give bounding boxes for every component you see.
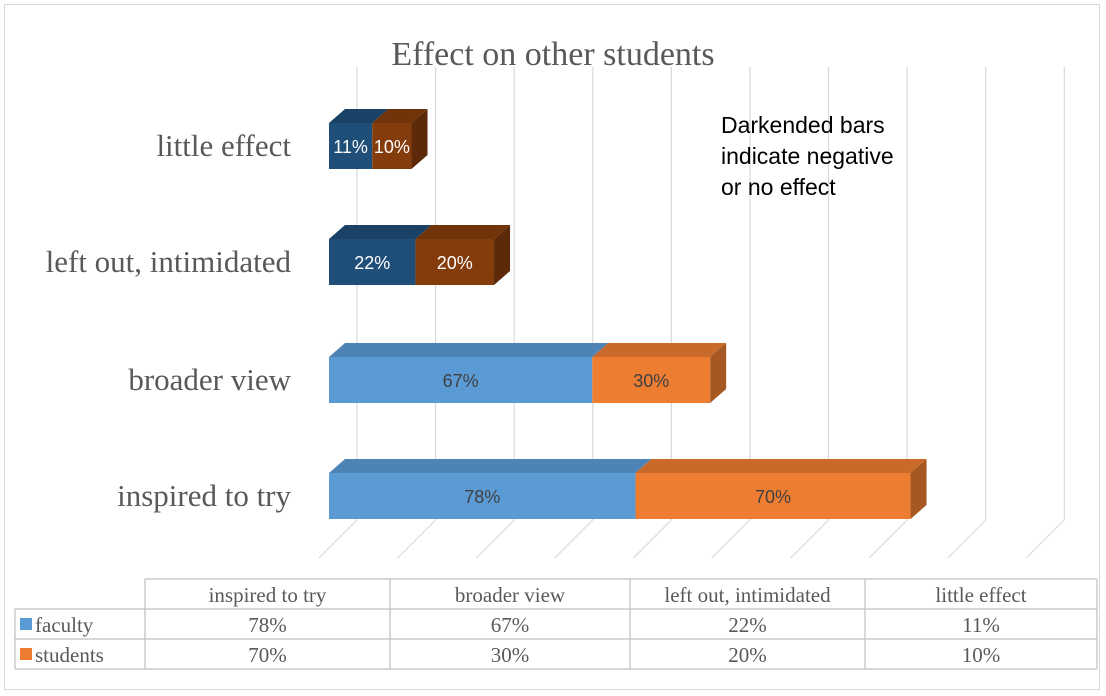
- table-header-left-out-intimidated: left out, intimidated: [664, 583, 831, 607]
- table-cell-faculty-left-out-intimidated: 22%: [728, 613, 767, 637]
- floor-gridline: [475, 519, 515, 559]
- annotation: Darkended bars indicate negative or no eff…: [721, 112, 894, 200]
- bar-faculty-inspired-to-try: [329, 459, 652, 519]
- floor-gridline: [397, 519, 437, 559]
- legend-label-students: students: [35, 643, 104, 667]
- data-label-faculty-left-out-intimidated: 22%: [354, 253, 390, 273]
- data-label-faculty-inspired-to-try: 78%: [464, 487, 500, 507]
- table-cell-students-inspired-to-try: 70%: [248, 643, 287, 667]
- table-header-inspired-to-try: inspired to try: [209, 583, 327, 607]
- table-cell-faculty-broader-view: 67%: [491, 613, 530, 637]
- floor-gridline: [632, 519, 672, 559]
- table-header-little-effect: little effect: [935, 583, 1026, 607]
- data-table: inspired to try broader view left out, int…: [14, 578, 1098, 670]
- data-label-students-broader-view: 30%: [633, 371, 669, 391]
- legend-key-faculty: [20, 618, 32, 630]
- bar-faculty-little-effect: [329, 109, 389, 169]
- floor-gridline: [711, 519, 751, 559]
- category-labels: inspired to try broader view left out, int…: [46, 128, 292, 513]
- chart-title: Effect on other students: [391, 36, 714, 73]
- bars: 78% 70% 67% 30% 22% 20% 11% 10%: [329, 109, 927, 519]
- table-cell-students-little-effect: 10%: [962, 643, 1001, 667]
- legend-key-students: [20, 648, 32, 660]
- floor-gridline: [868, 519, 908, 559]
- table-header-broader-view: broader view: [455, 583, 566, 607]
- bar-students-inspired-to-try: [635, 459, 927, 519]
- table-cell-students-broader-view: 30%: [491, 643, 530, 667]
- bar-faculty-broader-view: [329, 343, 609, 403]
- table-cell-faculty-inspired-to-try: 78%: [248, 613, 287, 637]
- table-cell-faculty-little-effect: 11%: [962, 613, 1000, 637]
- data-label-faculty-broader-view: 67%: [443, 371, 479, 391]
- data-label-students-left-out-intimidated: 20%: [437, 253, 473, 273]
- floor-gridline: [790, 519, 829, 559]
- floor-gridline: [554, 519, 594, 559]
- bar-chart: Effect on other students 78% 70% 67% 30% 22%…: [14, 36, 1098, 670]
- floor-gridline: [1025, 519, 1065, 559]
- bar-students-left-out-intimidated: [415, 225, 511, 285]
- category-label-inspired-to-try: inspired to try: [117, 478, 291, 513]
- bar-students-little-effect: [372, 109, 428, 169]
- table-cell-students-left-out-intimidated: 20%: [728, 643, 767, 667]
- data-label-students-little-effect: 10%: [374, 137, 410, 157]
- bar-students-broader-view: [592, 343, 727, 403]
- category-label-little-effect: little effect: [156, 128, 291, 163]
- category-label-left-out-intimidated: left out, intimidated: [46, 244, 292, 279]
- floor-gridline: [947, 519, 987, 559]
- bar-faculty-left-out-intimidated: [329, 225, 432, 285]
- floor-gridline: [318, 519, 358, 559]
- chart-container: Effect on other students 78% 70% 67% 30% 22%…: [4, 4, 1100, 690]
- data-label-faculty-little-effect: 11%: [333, 137, 368, 157]
- data-label-students-inspired-to-try: 70%: [755, 487, 791, 507]
- category-label-broader-view: broader view: [128, 362, 291, 397]
- legend-label-faculty: faculty: [35, 613, 94, 637]
- gridlines: [318, 67, 1065, 559]
